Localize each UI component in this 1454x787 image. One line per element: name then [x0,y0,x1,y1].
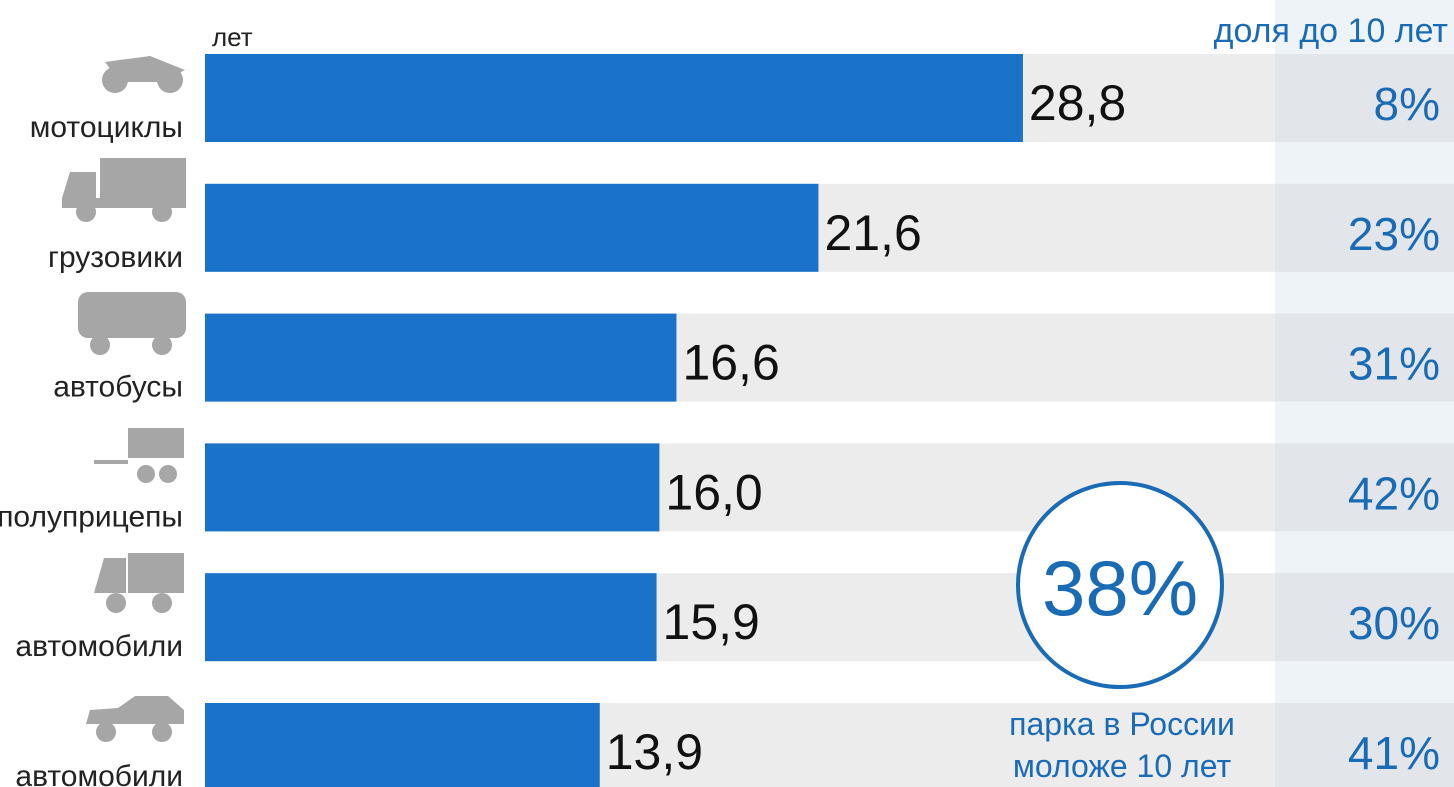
trailer-icon [94,428,184,483]
value-label: 16,0 [665,464,762,520]
value-label: 21,6 [824,205,921,261]
category-label: автомобили [15,760,183,787]
rows: 28,8 мотоциклы 8% 21,6 грузовики 23% 16,6 автоб… [0,54,1454,787]
share-label: 42% [1348,467,1440,519]
share-cell [1275,573,1454,662]
icons [62,56,186,742]
bus-icon [78,292,186,355]
share-label: 31% [1348,338,1440,390]
van-icon [94,553,184,613]
share-cell [1275,443,1454,532]
car-icon [86,696,184,742]
share-cell [1275,313,1454,402]
unit-label: лет [212,22,253,52]
share-label: 23% [1348,208,1440,260]
share-label: 30% [1348,597,1440,649]
category-label: автобусы [53,371,183,404]
truck-icon [62,158,186,222]
bar [205,573,657,662]
share-label: 8% [1374,78,1440,130]
share-cell [1275,703,1454,787]
value-label: 15,9 [663,594,760,650]
annotation-circle [1016,481,1224,689]
moto-icon [102,56,185,93]
category-label: грузовики [48,241,183,274]
category-label: полуприцепы [0,500,183,533]
share-label: 41% [1348,727,1440,779]
share-title: доля до 10 лет [1214,12,1448,50]
bar [205,54,1023,142]
bar [205,183,819,272]
value-label: 28,8 [1029,75,1126,131]
bar [205,703,600,787]
annotation-text: моложе 10 лет [1013,748,1232,784]
category-label: автомобили [15,630,183,663]
share-cell [1275,54,1454,142]
value-label: 16,6 [682,335,779,391]
category-label: мотоциклы [30,111,183,144]
bar [205,313,677,402]
annotation-text: парка в России [1009,706,1235,742]
bar [205,443,660,532]
share-cell [1275,183,1454,272]
annotation-value: 38% [1042,544,1198,632]
value-label: 13,9 [606,724,703,780]
